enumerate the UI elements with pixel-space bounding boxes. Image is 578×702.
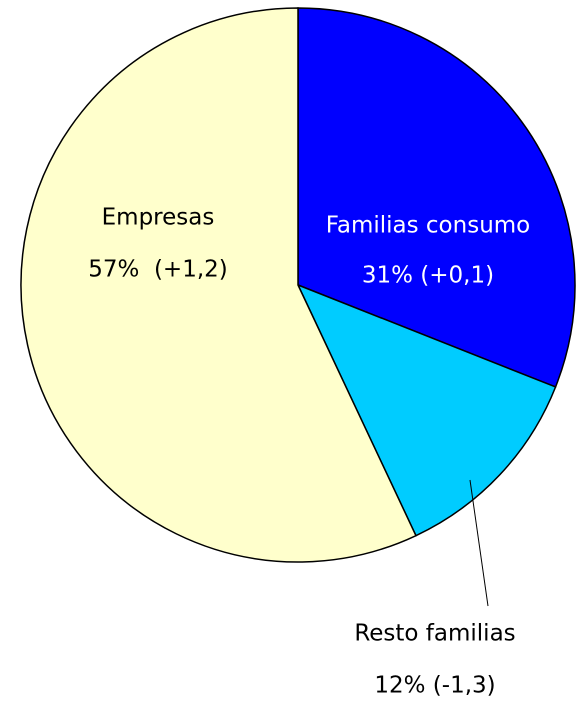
slice-label: Familias consumo: [326, 213, 531, 239]
leader-line: [469, 479, 489, 607]
pie-slice: [20, 7, 417, 563]
value-label: 12% (-1,3): [374, 673, 495, 699]
slice-label: Resto familias: [354, 621, 515, 647]
pie-slice: [296, 283, 557, 537]
pie-slice: [297, 7, 576, 388]
slice-label: Empresas: [102, 205, 215, 231]
value-label: 31% (+0,1): [362, 263, 494, 289]
value-label: 57% (+1,2): [88, 257, 228, 283]
